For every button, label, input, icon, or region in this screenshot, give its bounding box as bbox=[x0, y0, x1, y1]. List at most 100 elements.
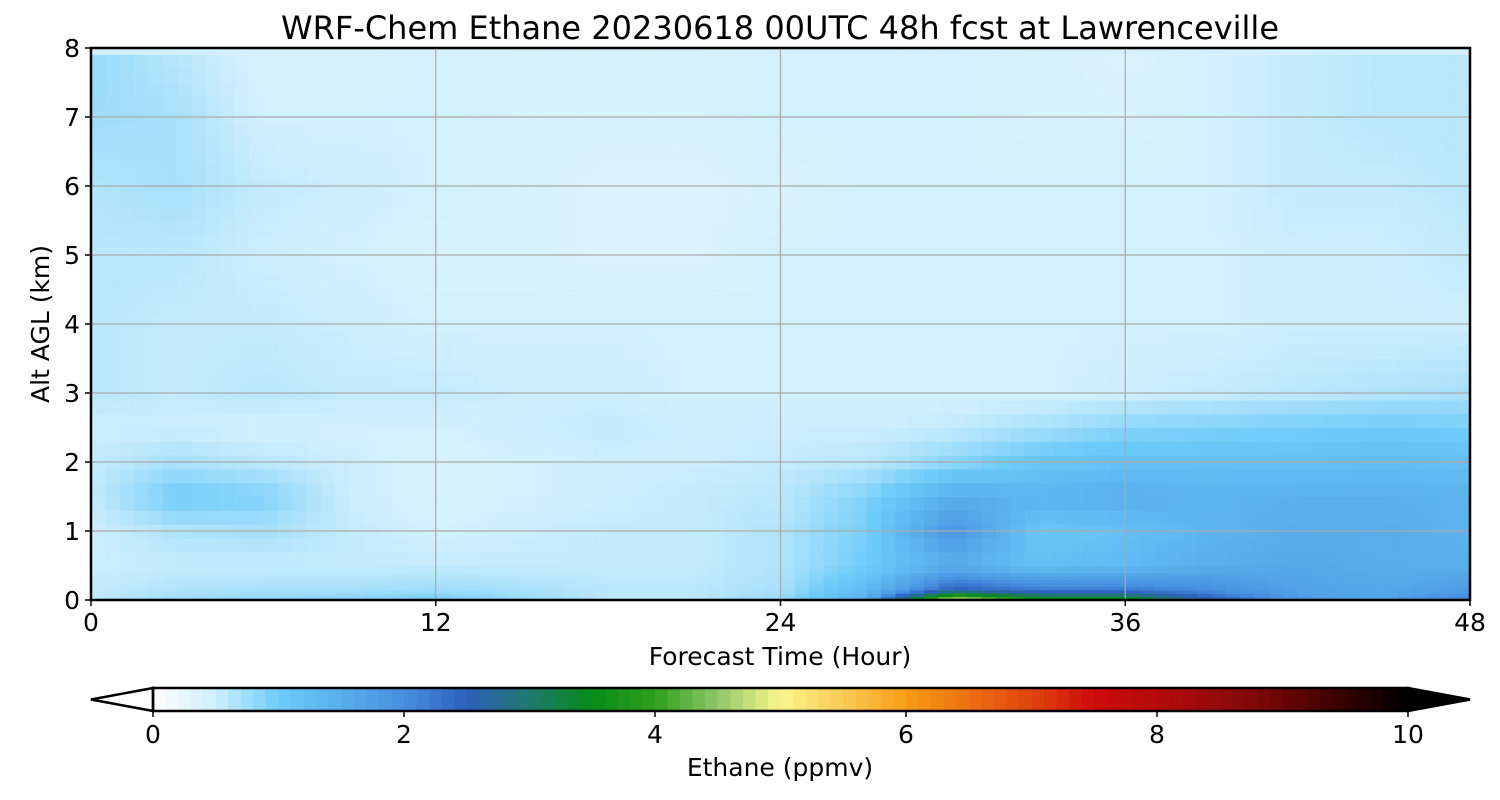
heatmap-cell bbox=[191, 68, 207, 84]
heatmap-cell bbox=[205, 589, 221, 594]
colorbar-swatch bbox=[1081, 688, 1095, 711]
heatmap-cell bbox=[335, 372, 351, 387]
heatmap-cell bbox=[292, 589, 308, 594]
colorbar-swatch bbox=[868, 688, 882, 711]
heatmap-cell bbox=[708, 427, 724, 442]
heatmap-cell bbox=[1082, 234, 1098, 249]
heatmap-cell bbox=[852, 510, 868, 525]
heatmap-cell bbox=[636, 96, 652, 111]
heatmap-cell bbox=[1225, 358, 1241, 373]
heatmap-cell bbox=[924, 579, 940, 584]
heatmap-cell bbox=[521, 54, 537, 70]
heatmap-cell bbox=[1297, 579, 1313, 584]
heatmap-cell bbox=[1168, 358, 1184, 373]
heatmap-cell bbox=[1010, 399, 1026, 415]
heatmap-cell bbox=[981, 589, 997, 594]
heatmap-cell bbox=[938, 234, 954, 249]
heatmap-cell bbox=[1441, 482, 1457, 498]
heatmap-cell bbox=[1168, 537, 1184, 553]
heatmap-cell bbox=[1153, 206, 1169, 222]
heatmap-cell bbox=[478, 165, 494, 180]
heatmap-cell bbox=[249, 575, 264, 580]
heatmap-cell bbox=[1455, 596, 1471, 601]
heatmap-cell bbox=[1455, 575, 1471, 580]
heatmap-cell bbox=[277, 137, 293, 153]
heatmap-cell bbox=[995, 289, 1011, 304]
heatmap-cell bbox=[435, 275, 451, 291]
heatmap-cell bbox=[1039, 565, 1055, 573]
heatmap-cell bbox=[1369, 572, 1385, 577]
heatmap-cell bbox=[679, 427, 695, 442]
heatmap-cell bbox=[536, 496, 552, 511]
heatmap-cell bbox=[737, 579, 753, 584]
heatmap-cell bbox=[1067, 54, 1083, 70]
heatmap-cell bbox=[292, 468, 308, 484]
heatmap-cell bbox=[1110, 510, 1126, 525]
y-tick-label: 3 bbox=[64, 379, 80, 408]
heatmap-cell bbox=[636, 399, 652, 415]
heatmap-cell bbox=[1268, 551, 1284, 567]
heatmap-cell bbox=[981, 586, 997, 591]
heatmap-cell bbox=[651, 151, 667, 166]
heatmap-cell bbox=[349, 468, 365, 484]
heatmap-cell bbox=[866, 572, 882, 577]
heatmap-cell bbox=[507, 572, 523, 577]
heatmap-cell bbox=[1168, 165, 1184, 180]
heatmap-cell bbox=[1441, 537, 1457, 553]
heatmap-cell bbox=[91, 575, 106, 580]
heatmap-cell bbox=[249, 441, 264, 456]
heatmap-cell bbox=[909, 551, 925, 567]
heatmap-cell bbox=[1082, 399, 1098, 415]
heatmap-cell bbox=[967, 289, 983, 304]
heatmap-cell bbox=[292, 510, 308, 525]
heatmap-cell bbox=[507, 372, 523, 387]
heatmap-cell bbox=[708, 96, 724, 111]
heatmap-cell bbox=[550, 220, 566, 235]
heatmap-cell bbox=[306, 96, 322, 111]
heatmap-cell bbox=[967, 468, 983, 484]
heatmap-cell bbox=[924, 289, 940, 304]
heatmap-cell bbox=[521, 572, 537, 577]
heatmap-cell bbox=[493, 572, 509, 577]
heatmap-cell bbox=[751, 551, 767, 567]
heatmap-cell bbox=[1024, 565, 1040, 573]
heatmap-cell bbox=[1053, 330, 1069, 346]
heatmap-cell bbox=[421, 537, 437, 553]
heatmap-cell bbox=[536, 220, 552, 235]
heatmap-cell bbox=[1225, 192, 1241, 208]
heatmap-cell bbox=[924, 565, 940, 573]
heatmap-cell bbox=[938, 289, 954, 304]
heatmap-cell bbox=[392, 220, 408, 235]
heatmap-cell bbox=[1441, 261, 1457, 277]
heatmap-cell bbox=[191, 510, 207, 525]
heatmap-cell bbox=[550, 551, 566, 567]
heatmap-cell bbox=[1039, 234, 1055, 249]
heatmap-cell bbox=[378, 482, 394, 498]
heatmap-cell bbox=[435, 54, 451, 70]
heatmap-cell bbox=[1168, 427, 1184, 442]
heatmap-cell bbox=[1311, 537, 1327, 553]
heatmap-cell bbox=[1067, 220, 1083, 235]
heatmap-cell bbox=[292, 579, 308, 584]
heatmap-cell bbox=[450, 427, 466, 442]
heatmap-cell bbox=[679, 206, 695, 222]
heatmap-cell bbox=[148, 234, 164, 249]
heatmap-cell bbox=[91, 586, 106, 591]
heatmap-cell bbox=[622, 496, 638, 511]
heatmap-cell bbox=[521, 303, 537, 318]
heatmap-cell bbox=[1283, 96, 1299, 111]
heatmap-cell bbox=[1340, 96, 1356, 111]
heatmap-cell bbox=[191, 551, 207, 567]
heatmap-cell bbox=[1426, 572, 1442, 577]
heatmap-cell bbox=[723, 427, 738, 442]
heatmap-cell bbox=[292, 586, 308, 591]
heatmap-cell bbox=[651, 468, 667, 484]
heatmap-cell bbox=[1240, 593, 1256, 598]
heatmap-cell bbox=[1197, 589, 1213, 594]
heatmap-cell bbox=[981, 565, 997, 573]
heatmap-cell bbox=[981, 220, 997, 235]
heatmap-cell bbox=[651, 96, 667, 111]
heatmap-cell bbox=[881, 468, 897, 484]
heatmap-cell bbox=[1010, 68, 1026, 84]
heatmap-cell bbox=[1139, 289, 1155, 304]
